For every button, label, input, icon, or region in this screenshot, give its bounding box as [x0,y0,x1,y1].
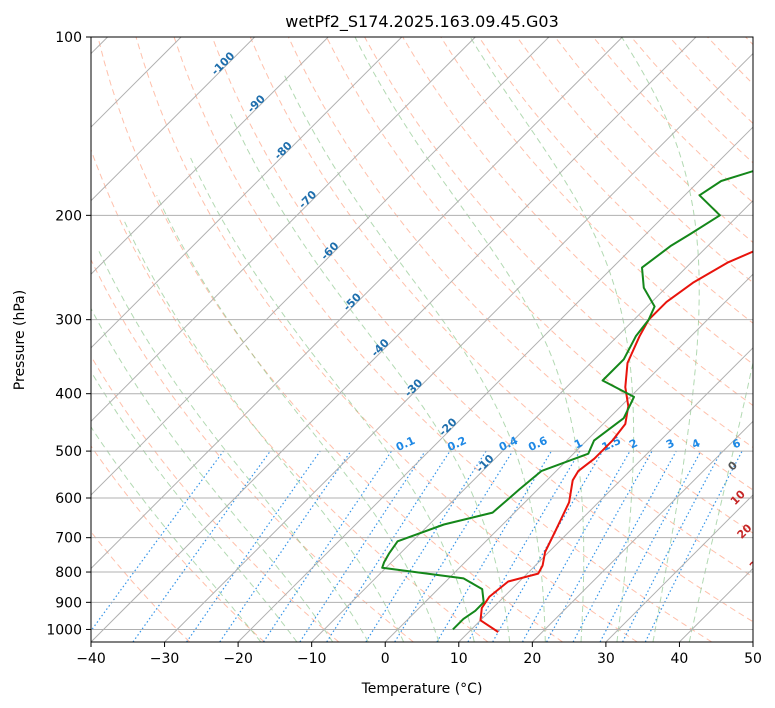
dry-adiabat-line [91,258,414,642]
profiles [381,170,753,633]
isotherm-line [91,37,476,423]
dry-adiabat-label: 20 [735,521,755,541]
isotherms [91,37,753,642]
x-tick-label: 40 [671,651,689,667]
moist-adiabat-line [621,37,700,642]
y-tick-label: 700 [55,531,82,547]
mixing-ratio-line [644,450,743,642]
plot-frame [90,36,754,643]
mixing-ratio-line [91,450,224,632]
isotherm-line [91,37,403,349]
isotherm-line [91,37,256,202]
moist-adiabat-line [688,360,753,642]
isotherm-line [237,126,753,642]
x-axis-ticks: −40 −30 −20 −10 0 10 20 30 40 50 [76,642,762,667]
mixing-ratio-line [299,450,426,642]
mixing-ratio-line [132,450,271,642]
isotherm-line [91,37,550,496]
mixing-ratio-line [326,450,451,642]
isotherm-line [531,420,753,642]
plot-area: -100-90-80-70-60-50-40-30-20-100.1 0.2 0.4… [91,37,767,642]
y-tick-label: 600 [55,491,82,507]
dry-adiabat-line [211,37,753,623]
dry-adiabat-line [97,37,563,642]
temperature-profile-line [479,250,753,633]
y-axis-ticks: 100 200 300 400 500 600 700 800 900 1000 [46,30,91,638]
x-tick-label: −40 [76,651,106,667]
dry-adiabat-line [326,37,753,491]
mixing-ratio-line [186,450,321,642]
x-tick-label: 20 [523,651,541,667]
moist-adiabat-line [91,426,262,642]
moist-adiabat-line [156,195,440,642]
y-tick-label: 900 [55,595,82,611]
y-tick-label: 500 [55,444,82,460]
mixing-ratio-line [262,450,392,642]
mixing-ratio-line [521,450,631,642]
dry-adiabat-line [173,37,713,642]
dry-adiabat-line [91,445,265,642]
isotherm-line [458,347,753,642]
dry-adiabat-label: 30 [747,553,767,573]
y-axis-label: Pressure (hPa) [12,290,28,390]
x-tick-label: 30 [597,651,615,667]
y-tick-label: 400 [55,387,82,403]
dewpoint-profile-line [381,170,753,631]
dry-adiabats [91,37,753,642]
mixing-ratio-line [572,450,677,642]
isotherm-line [91,37,697,642]
x-tick-label: 50 [744,651,762,667]
moist-adiabat-line [91,307,334,642]
y-tick-label: 800 [55,565,82,581]
moist-adiabat-line [91,370,298,642]
x-tick-label: −30 [150,651,180,667]
moist-adiabat-line [124,221,405,642]
mixing-ratio-line [394,450,514,642]
x-tick-label: −10 [297,651,327,667]
isotherm-line [605,494,753,642]
moist-adiabat-line [230,113,511,642]
isotherm-line [164,52,753,642]
dry-adiabat-line [135,37,638,642]
moist-adiabat-line [98,251,369,642]
moist-adiabat-line [354,37,585,642]
isotherm-line [311,199,753,642]
y-tick-label: 300 [55,313,82,329]
dry-adiabat-line [249,37,753,578]
isotherm-line [384,273,753,642]
y-tick-label: 1000 [46,622,82,638]
dry-adiabat-line [91,355,340,642]
y-tick-label: 100 [55,30,82,46]
x-tick-label: −20 [223,651,253,667]
x-axis-label: Temperature (°C) [361,681,483,697]
mixing-ratio-lines [91,450,743,642]
y-tick-label: 200 [55,208,82,224]
x-tick-label: 0 [381,651,390,667]
mixing-ratio-line [546,450,653,642]
dry-adiabat-line [287,37,753,534]
isotherm-line [91,37,623,570]
mixing-ratio-line [219,450,352,642]
x-tick-label: 10 [450,651,468,667]
chart-title: wetPf2_S174.2025.163.09.45.G03 [285,12,559,32]
isotherm-line [91,37,329,275]
